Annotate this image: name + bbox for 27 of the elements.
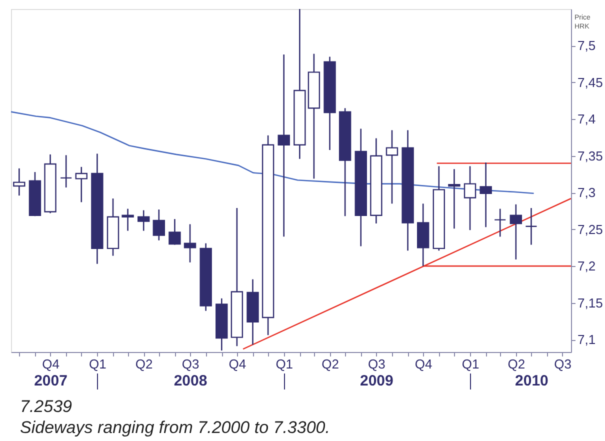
x2-tick-label: 2009 — [360, 372, 394, 390]
x-tick-label: Q3 — [554, 356, 572, 372]
x-tick-label: Q4 — [228, 356, 246, 372]
text: Sideways ranging from 7.2000 to 7.3300. — [20, 418, 330, 437]
x-tick-label: Q1 — [462, 356, 480, 372]
x2-tick-label: 2008 — [174, 372, 208, 390]
y-tick-label: 7,2 — [578, 258, 596, 274]
x2-tick-label: 2010 — [515, 372, 548, 390]
y-tick-label: 7,1 — [578, 332, 596, 348]
x-tick-label: Q4 — [42, 356, 60, 372]
y-tick-label: 7,5 — [578, 38, 596, 54]
x2-tick-label: 2007 — [34, 372, 68, 390]
text: 7.2539 — [20, 397, 73, 416]
y-tick-label: 7,3 — [578, 185, 596, 200]
x-tick-label: Q1 — [276, 356, 294, 372]
x-tick-label: Q2 — [508, 356, 526, 372]
x-tick-label: Q2 — [322, 356, 339, 372]
x-tick-label: Q4 — [414, 356, 432, 372]
y-tick-label: 7,4 — [578, 112, 596, 127]
y-tick-label: 7,15 — [578, 295, 603, 310]
y-tick-label: 7,45 — [578, 74, 603, 90]
y-tick-label: 7,35 — [578, 148, 603, 164]
x-tick-label: Q3 — [182, 356, 200, 372]
y-tick-label: 7,25 — [578, 222, 603, 237]
x-tick-label: Q1 — [89, 356, 106, 372]
x-tick-label: Q2 — [135, 356, 153, 372]
x-tick-label: Q3 — [368, 356, 386, 372]
